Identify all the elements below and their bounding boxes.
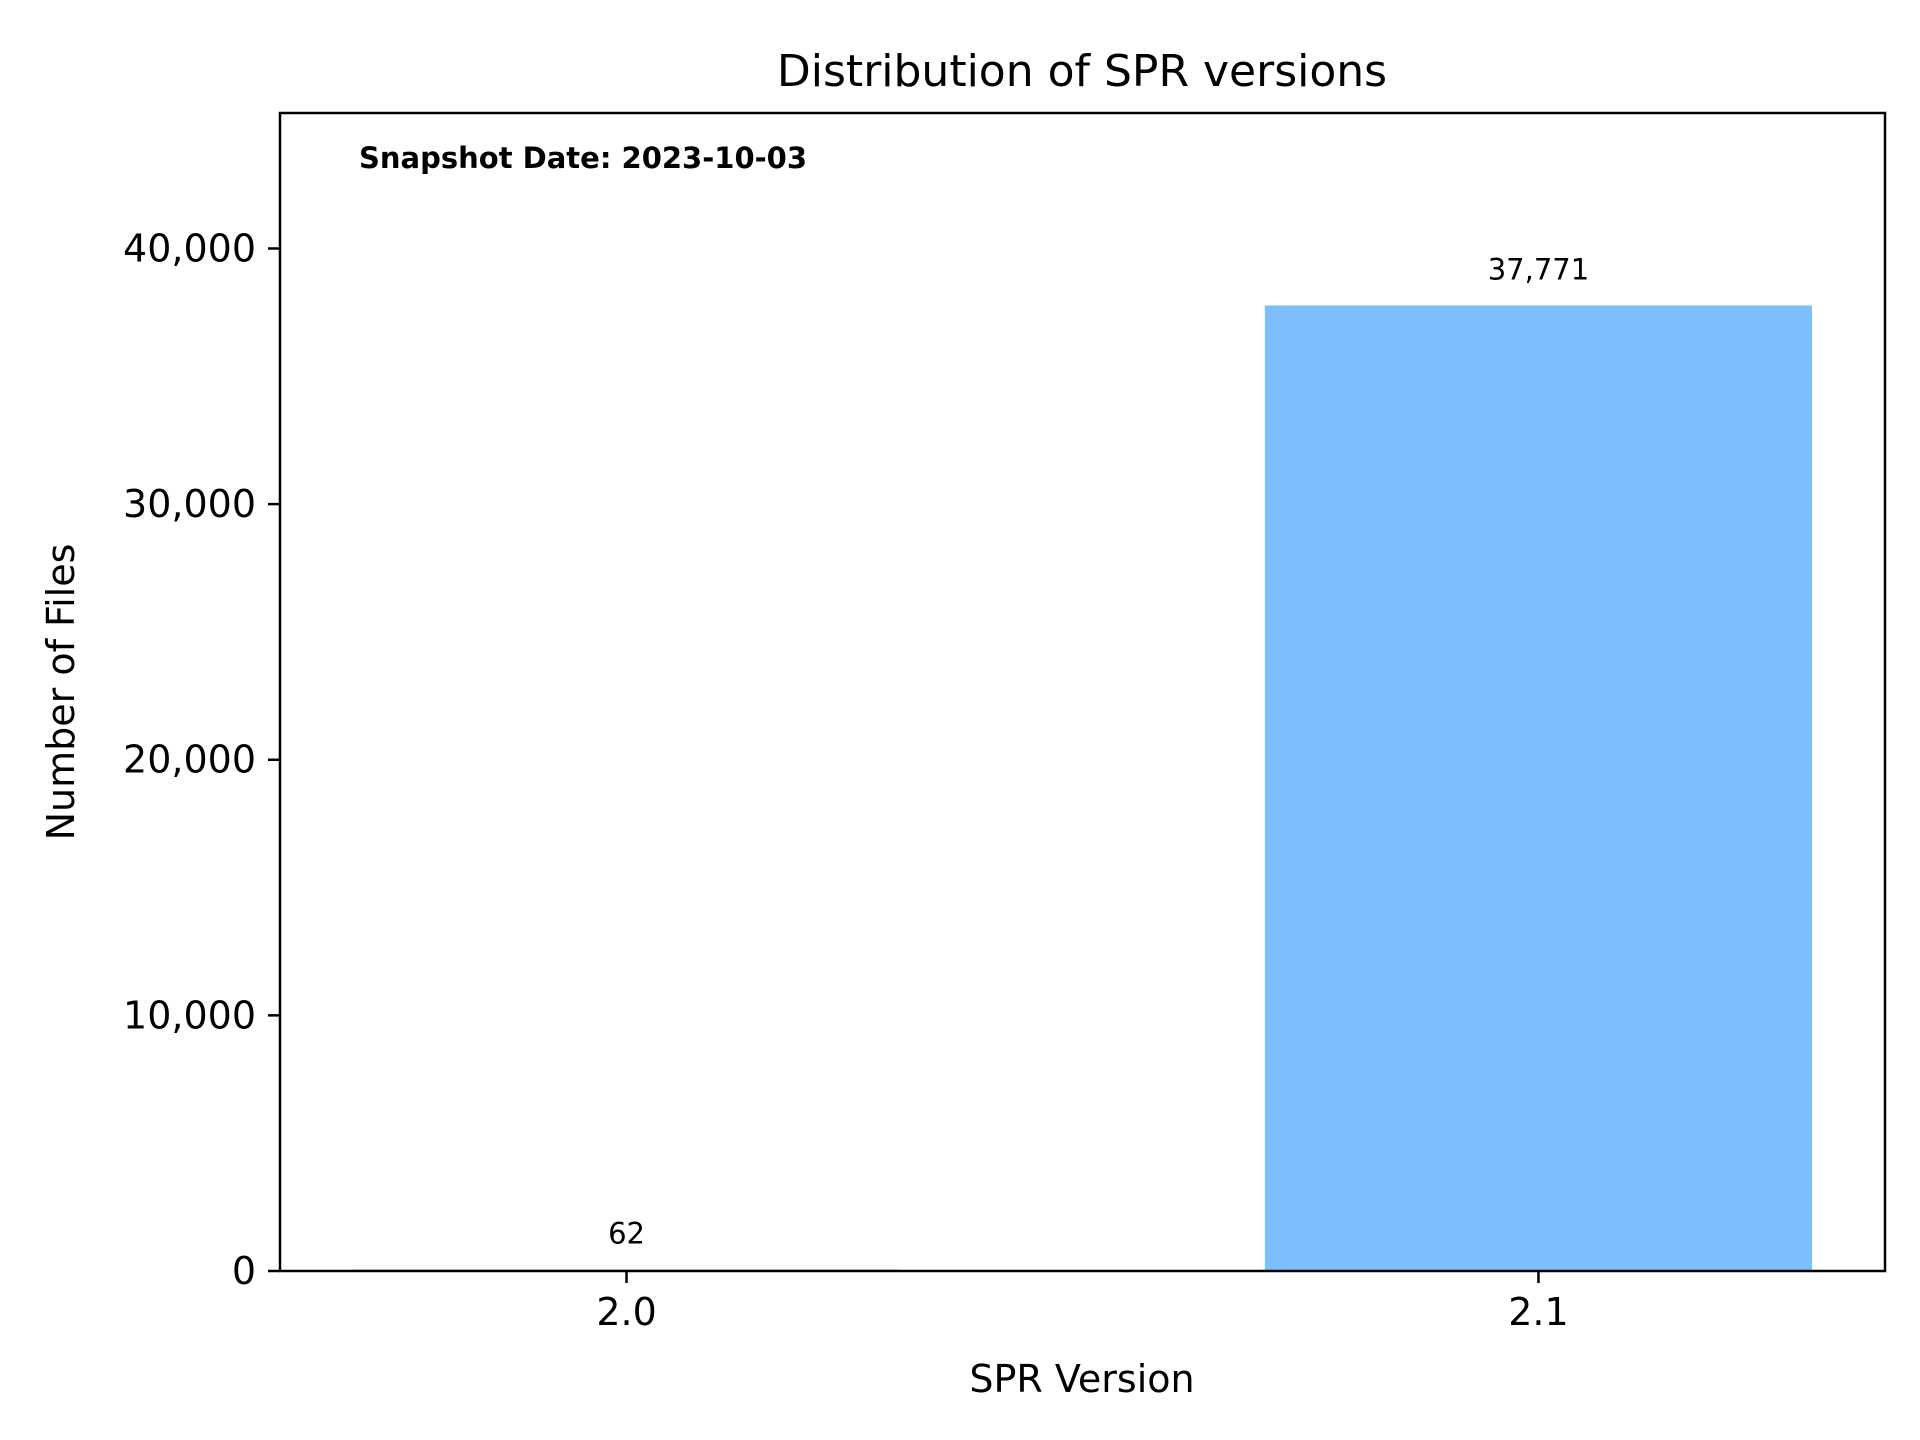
y-tick-label: 30,000 [123, 482, 256, 526]
bar-value-label: 37,771 [1488, 252, 1589, 286]
bar-2-1 [1264, 305, 1813, 1272]
chart-title: Distribution of SPR versions [777, 46, 1387, 97]
x-axis-label: SPR Version [969, 1357, 1194, 1401]
y-tick-label: 40,000 [123, 226, 256, 270]
x-axis: 2.0 2.1 [596, 1271, 1569, 1334]
y-tick-label: 10,000 [123, 993, 256, 1037]
y-axis-label: Number of Files [39, 544, 83, 841]
y-tick-label: 20,000 [123, 738, 256, 782]
plot-area: 62 37,771 [352, 252, 1813, 1272]
bar-value-label: 62 [608, 1216, 645, 1250]
x-tick-label: 2.1 [1508, 1290, 1568, 1334]
plot-frame [278, 111, 1887, 1273]
y-tick-label: 0 [232, 1249, 256, 1293]
snapshot-date-annotation: Snapshot Date: 2023-10-03 [359, 141, 807, 175]
y-axis: 0 10,000 20,000 30,000 40,000 [123, 226, 280, 1293]
x-tick-label: 2.0 [596, 1290, 656, 1334]
